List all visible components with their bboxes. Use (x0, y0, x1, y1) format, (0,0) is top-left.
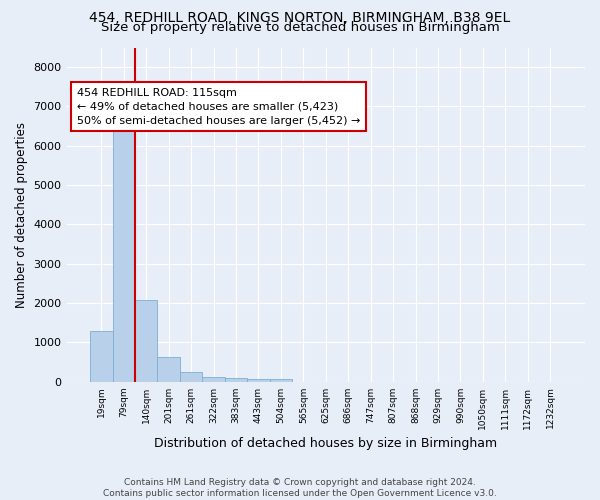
Y-axis label: Number of detached properties: Number of detached properties (15, 122, 28, 308)
Bar (157, 356, 180, 382)
Bar (269, 380, 292, 382)
Bar (225, 378, 247, 382)
Text: Size of property relative to detached houses in Birmingham: Size of property relative to detached ho… (101, 21, 499, 34)
Bar (202, 376, 225, 382)
Text: Contains HM Land Registry data © Crown copyright and database right 2024.
Contai: Contains HM Land Registry data © Crown c… (103, 478, 497, 498)
Bar (180, 372, 202, 382)
Text: 454, REDHILL ROAD, KINGS NORTON, BIRMINGHAM, B38 9EL: 454, REDHILL ROAD, KINGS NORTON, BIRMING… (89, 11, 511, 25)
Bar (113, 124, 135, 382)
Bar (135, 300, 157, 382)
Bar (90, 330, 113, 382)
Text: 454 REDHILL ROAD: 115sqm
← 49% of detached houses are smaller (5,423)
50% of sem: 454 REDHILL ROAD: 115sqm ← 49% of detach… (77, 88, 360, 126)
X-axis label: Distribution of detached houses by size in Birmingham: Distribution of detached houses by size … (154, 437, 497, 450)
Bar (247, 380, 269, 382)
